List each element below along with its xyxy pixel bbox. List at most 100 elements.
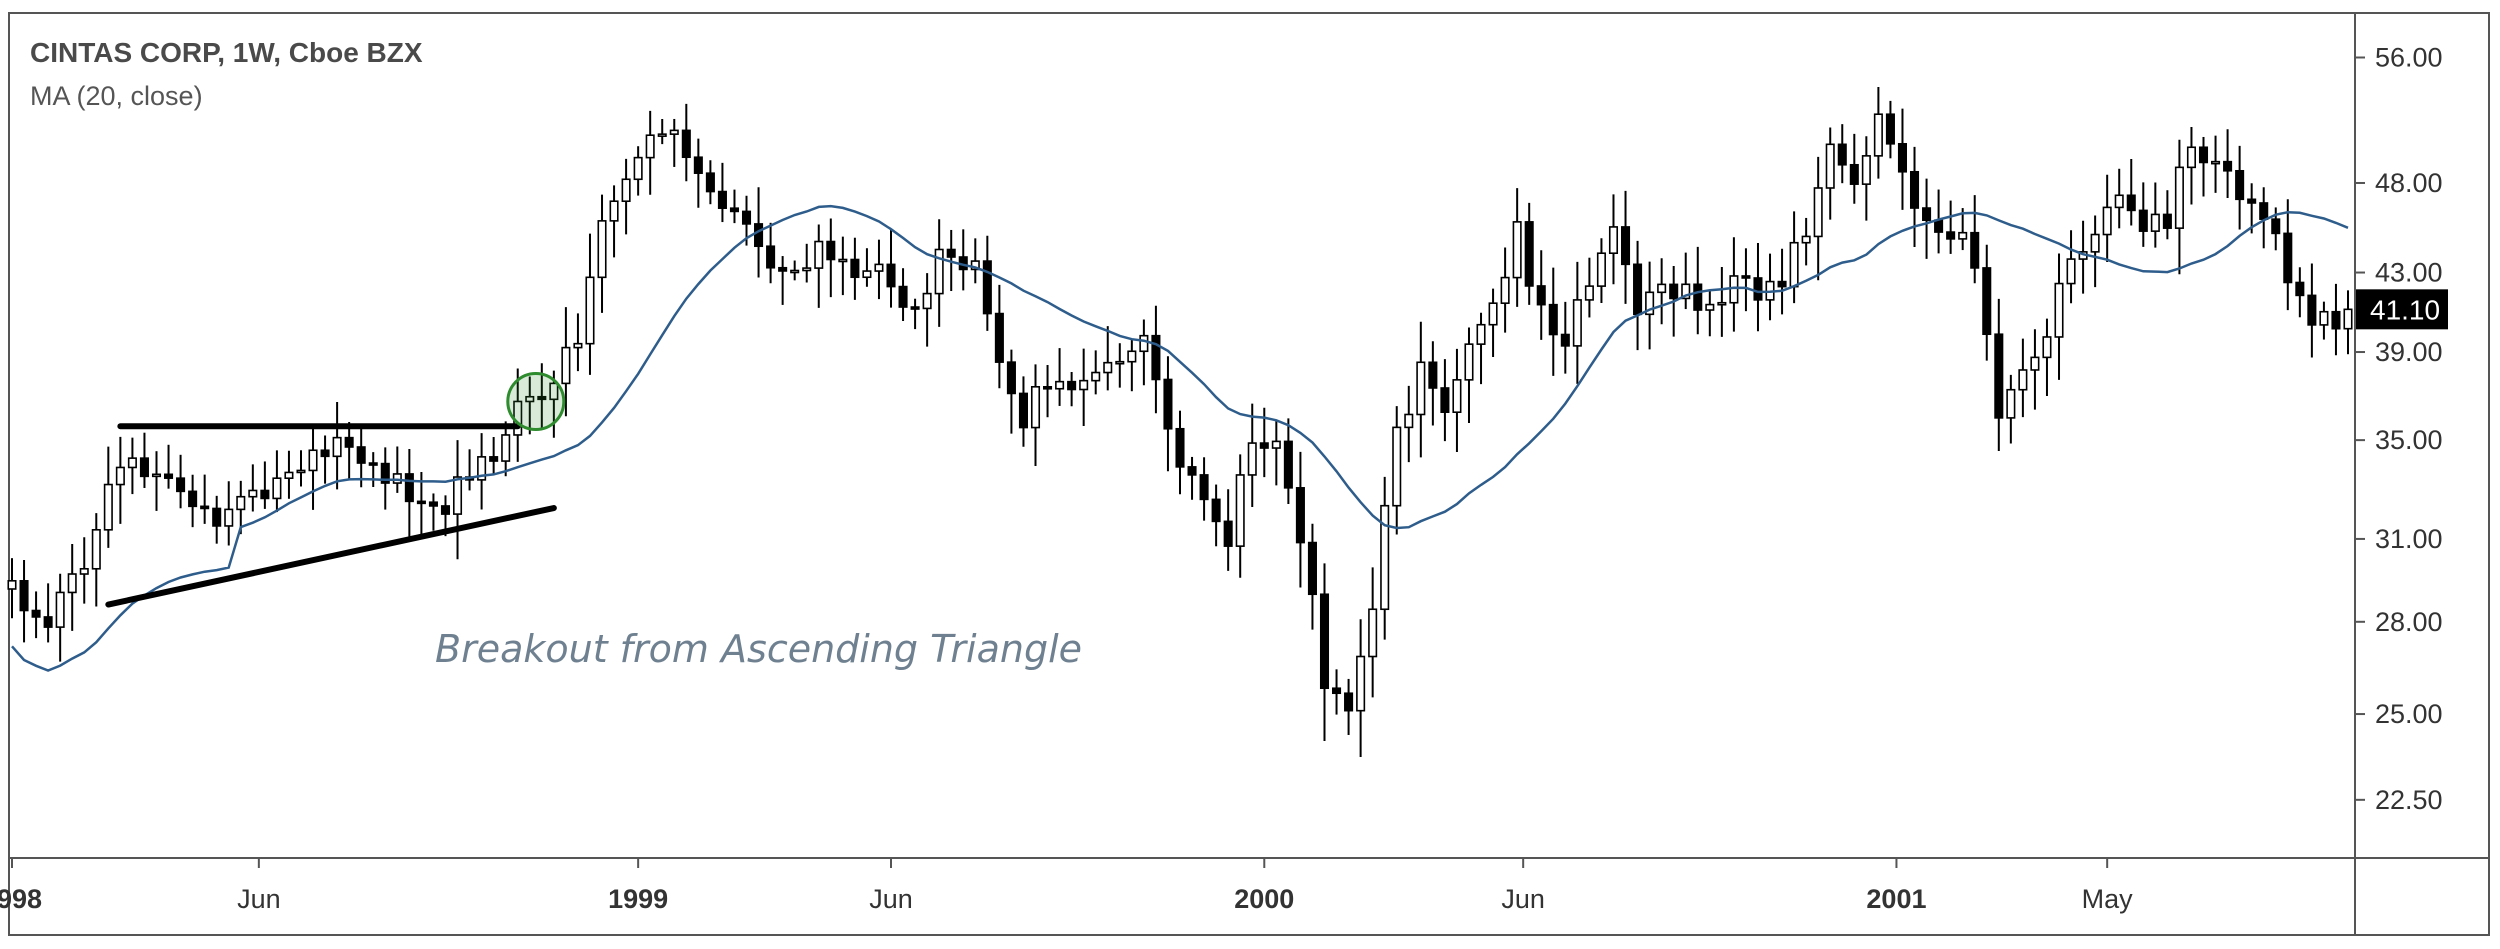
candle: [356, 423, 366, 488]
candle-body: [2042, 336, 2052, 359]
candle-body: [1043, 386, 1053, 390]
candle: [7, 558, 17, 619]
candle: [2223, 129, 2233, 198]
candle: [43, 583, 53, 643]
candle-body: [729, 207, 740, 213]
candle: [1994, 298, 2004, 452]
candle-body: [416, 500, 426, 505]
candle-body: [585, 276, 595, 345]
time-tick-label: May: [2082, 884, 2134, 914]
candle: [1488, 288, 1498, 358]
candle: [1404, 385, 1414, 463]
candle-body: [886, 263, 896, 288]
candle-body: [1163, 378, 1173, 430]
candle-body: [1873, 113, 1883, 157]
time-tick-label: 1998: [0, 884, 42, 914]
candle: [368, 452, 378, 487]
candle: [573, 313, 583, 372]
candle: [1897, 108, 1908, 210]
candle-body: [428, 501, 438, 507]
candle: [1524, 202, 1534, 305]
time-tick-label: 1999: [608, 884, 668, 914]
candle: [766, 222, 776, 284]
candle: [2174, 139, 2184, 275]
candle: [1356, 619, 1366, 758]
candle: [2006, 374, 2016, 444]
candle-body: [2162, 213, 2172, 229]
candle: [994, 284, 1004, 389]
candle-body: [693, 156, 703, 174]
candle: [2319, 301, 2329, 340]
candle-body: [970, 260, 980, 271]
candle-body: [1994, 333, 2004, 419]
candle-body: [2295, 281, 2305, 297]
candle-body: [1789, 241, 1799, 288]
candle-body: [1452, 379, 1462, 413]
candle-body: [212, 507, 222, 527]
candle: [55, 573, 65, 662]
candle-body: [1055, 380, 1065, 390]
candle: [693, 138, 703, 208]
candle: [248, 464, 258, 512]
candle-body: [1464, 343, 1474, 381]
candle: [2235, 145, 2245, 230]
candle: [1909, 146, 1920, 248]
candle: [2198, 136, 2209, 197]
candle: [838, 236, 848, 296]
candle-body: [1127, 350, 1137, 363]
candle: [1247, 403, 1257, 508]
candle-body: [1356, 655, 1366, 712]
candle: [2247, 183, 2257, 234]
candle: [200, 474, 210, 524]
candle-body: [1404, 413, 1414, 429]
candle-body: [850, 258, 860, 279]
candle-body: [1584, 285, 1594, 301]
candle-body: [368, 462, 378, 466]
candle-body: [344, 436, 354, 448]
candle: [1681, 252, 1691, 310]
candle: [1476, 312, 1486, 385]
candle-body: [2235, 169, 2245, 201]
candle-body: [705, 172, 715, 193]
candle-body: [1368, 608, 1378, 658]
candle-body: [1970, 231, 1980, 269]
candle-body: [717, 190, 727, 209]
price-tick-label: 31.00: [2375, 524, 2443, 554]
candle: [1211, 484, 1221, 547]
candle: [236, 480, 246, 535]
candle: [1753, 242, 1763, 332]
candle-body: [2319, 310, 2329, 326]
candle: [1608, 194, 1619, 285]
candle-body: [2307, 294, 2317, 326]
candle-body: [260, 489, 270, 500]
candle: [898, 268, 908, 322]
candle-body: [754, 223, 764, 248]
candle: [1428, 341, 1438, 426]
candle: [1801, 217, 1811, 266]
candle: [1512, 188, 1522, 307]
candle: [886, 228, 896, 308]
candle-body: [1307, 541, 1317, 596]
candle-body: [176, 477, 186, 493]
candle: [1584, 257, 1594, 318]
candle-body: [1934, 219, 1944, 233]
candle-body: [501, 434, 511, 462]
candle-body: [1091, 371, 1101, 382]
candle-body: [862, 270, 872, 279]
candle: [2138, 182, 2148, 247]
candle: [224, 481, 234, 546]
candle: [1344, 678, 1354, 735]
candle-body: [1741, 275, 1751, 279]
candle-body: [621, 178, 631, 203]
candle-body: [898, 285, 908, 308]
candle-body: [1103, 361, 1113, 374]
ma-line: [11, 204, 2349, 672]
candle-body: [164, 473, 174, 479]
candle-body: [597, 220, 607, 279]
price-tick-label: 43.00: [2375, 258, 2443, 288]
candle: [1560, 301, 1570, 374]
candle: [790, 260, 800, 281]
candle-body: [1946, 231, 1956, 240]
candle-body: [1079, 379, 1089, 391]
